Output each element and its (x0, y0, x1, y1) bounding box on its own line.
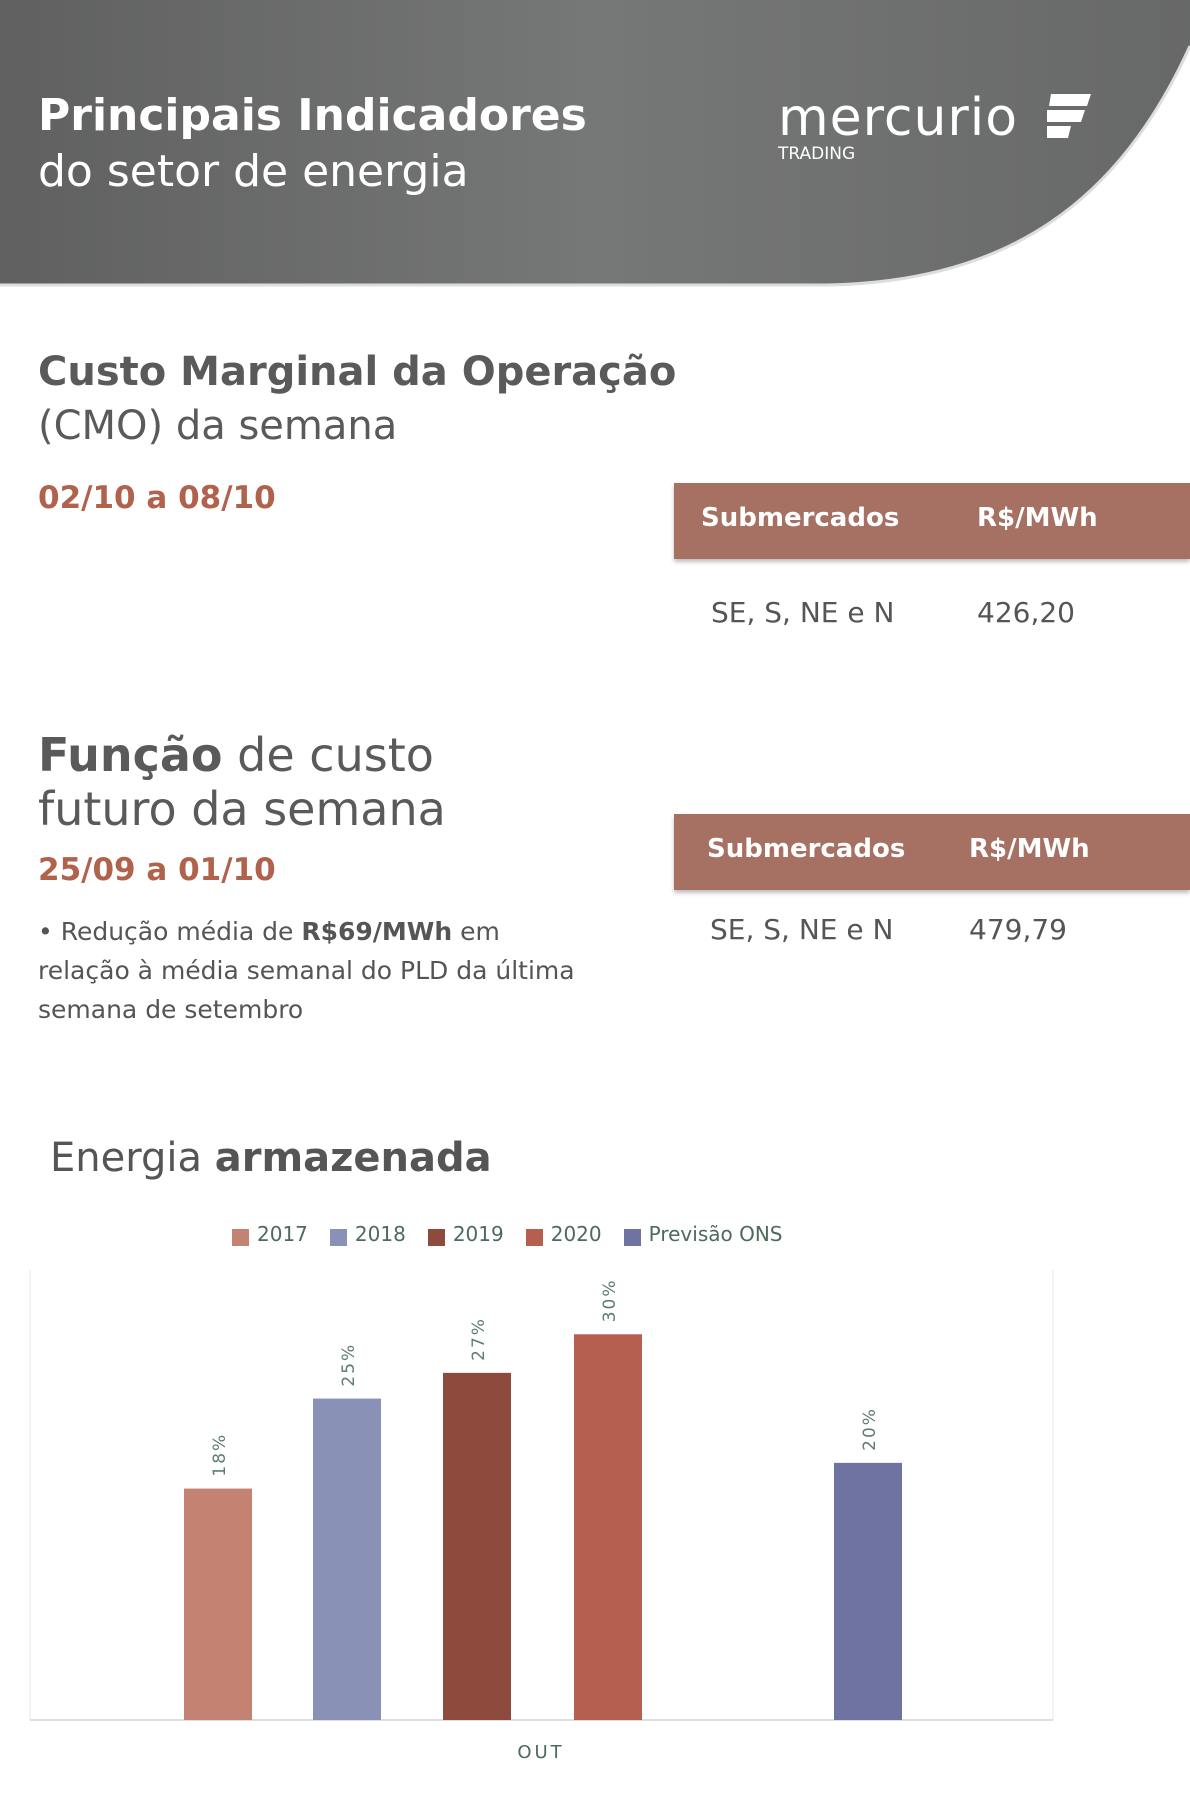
logo-sub: TRADING (778, 144, 856, 164)
note-post: em relação à média semanal do PLD da últ… (38, 917, 575, 1024)
legend-item: 2017 (232, 1222, 308, 1246)
legend-item: 2018 (329, 1222, 406, 1246)
fcf-market: SE, S, NE e N (710, 913, 894, 946)
header-title: Principais Indicadores do setor de energ… (38, 88, 587, 200)
col-submercados: Submercados (707, 834, 906, 864)
bar-2020 (574, 1334, 642, 1720)
legend-swatch (623, 1228, 641, 1246)
data-label: 18% (210, 1433, 230, 1477)
legend-label: 2019 (452, 1222, 504, 1246)
legend-swatch (427, 1228, 445, 1246)
x-tick-label: OUT (517, 1742, 564, 1763)
data-label: 25% (339, 1343, 359, 1387)
chart-title-bold: armazenada (214, 1135, 492, 1181)
note-bold: R$69/MWh (301, 917, 453, 946)
fcf-table-header: Submercados R$/MWh (674, 814, 1190, 890)
cmo-title-bold: Custo Marginal da Operação (38, 349, 677, 395)
header-banner (0, 0, 1190, 287)
cmo-market: SE, S, NE e N (711, 596, 895, 629)
col-price: R$/MWh (977, 503, 1098, 533)
bar-2017 (184, 1488, 252, 1720)
data-label: 27% (469, 1317, 489, 1361)
logo-mark-icon (1047, 94, 1091, 138)
fcf-title-bold: Função (38, 728, 223, 782)
fcf-value: 479,79 (969, 913, 1067, 946)
cmo-title-light: (CMO) da semana (38, 403, 398, 449)
legend-swatch (329, 1228, 347, 1246)
note-pre: • Redução média de (38, 917, 302, 946)
fcf-note: • Redução média de R$69/MWh em relação à… (38, 912, 598, 1029)
cmo-table-header: Submercados R$/MWh (674, 483, 1190, 559)
fcf-date: 25/09 a 01/10 (38, 852, 276, 888)
header-title-light: do setor de energia (38, 146, 469, 197)
header-title-bold: Principais Indicadores (38, 90, 587, 141)
data-label: 20% (860, 1407, 880, 1451)
chart-title-light: Energia (50, 1135, 215, 1181)
fcf-title-rest: de custo (222, 728, 434, 782)
legend-item: 2019 (427, 1222, 504, 1246)
mercurio-logo: mercurio TRADING (778, 88, 1091, 164)
legend-swatch (232, 1228, 249, 1246)
col-price: R$/MWh (969, 834, 1090, 864)
fcf-title-line2: futuro da semana (38, 782, 446, 836)
legend-label: 2017 (257, 1222, 308, 1246)
logo-word: mercurio (778, 88, 1019, 148)
legend-swatch (525, 1228, 543, 1246)
bar-2019 (443, 1372, 511, 1720)
col-submercados: Submercados (701, 503, 900, 533)
legend-label: 2020 (550, 1222, 602, 1246)
legend-label: Previsão ONS (648, 1222, 783, 1246)
cmo-title: Custo Marginal da Operação (CMO) da sema… (38, 345, 676, 453)
legend-item: 2020 (525, 1222, 602, 1246)
bar-2018 (313, 1398, 381, 1720)
cmo-date: 02/10 a 08/10 (38, 480, 276, 516)
chart-legend: 2017 2018 2019 2020 Previsão ONS (232, 1222, 782, 1246)
legend-item: Previsão ONS (623, 1222, 783, 1246)
fcf-title: Função de custo futuro da semana (38, 728, 446, 836)
chart-title: Energia armazenada (50, 1135, 492, 1181)
bar-previsão-ons (834, 1462, 902, 1720)
bar-chart: 18% 25% 27% 30% 20% OUT (29, 1270, 1054, 1763)
cmo-value: 426,20 (977, 596, 1075, 629)
data-label: 30% (600, 1278, 620, 1322)
legend-label: 2018 (354, 1222, 406, 1246)
